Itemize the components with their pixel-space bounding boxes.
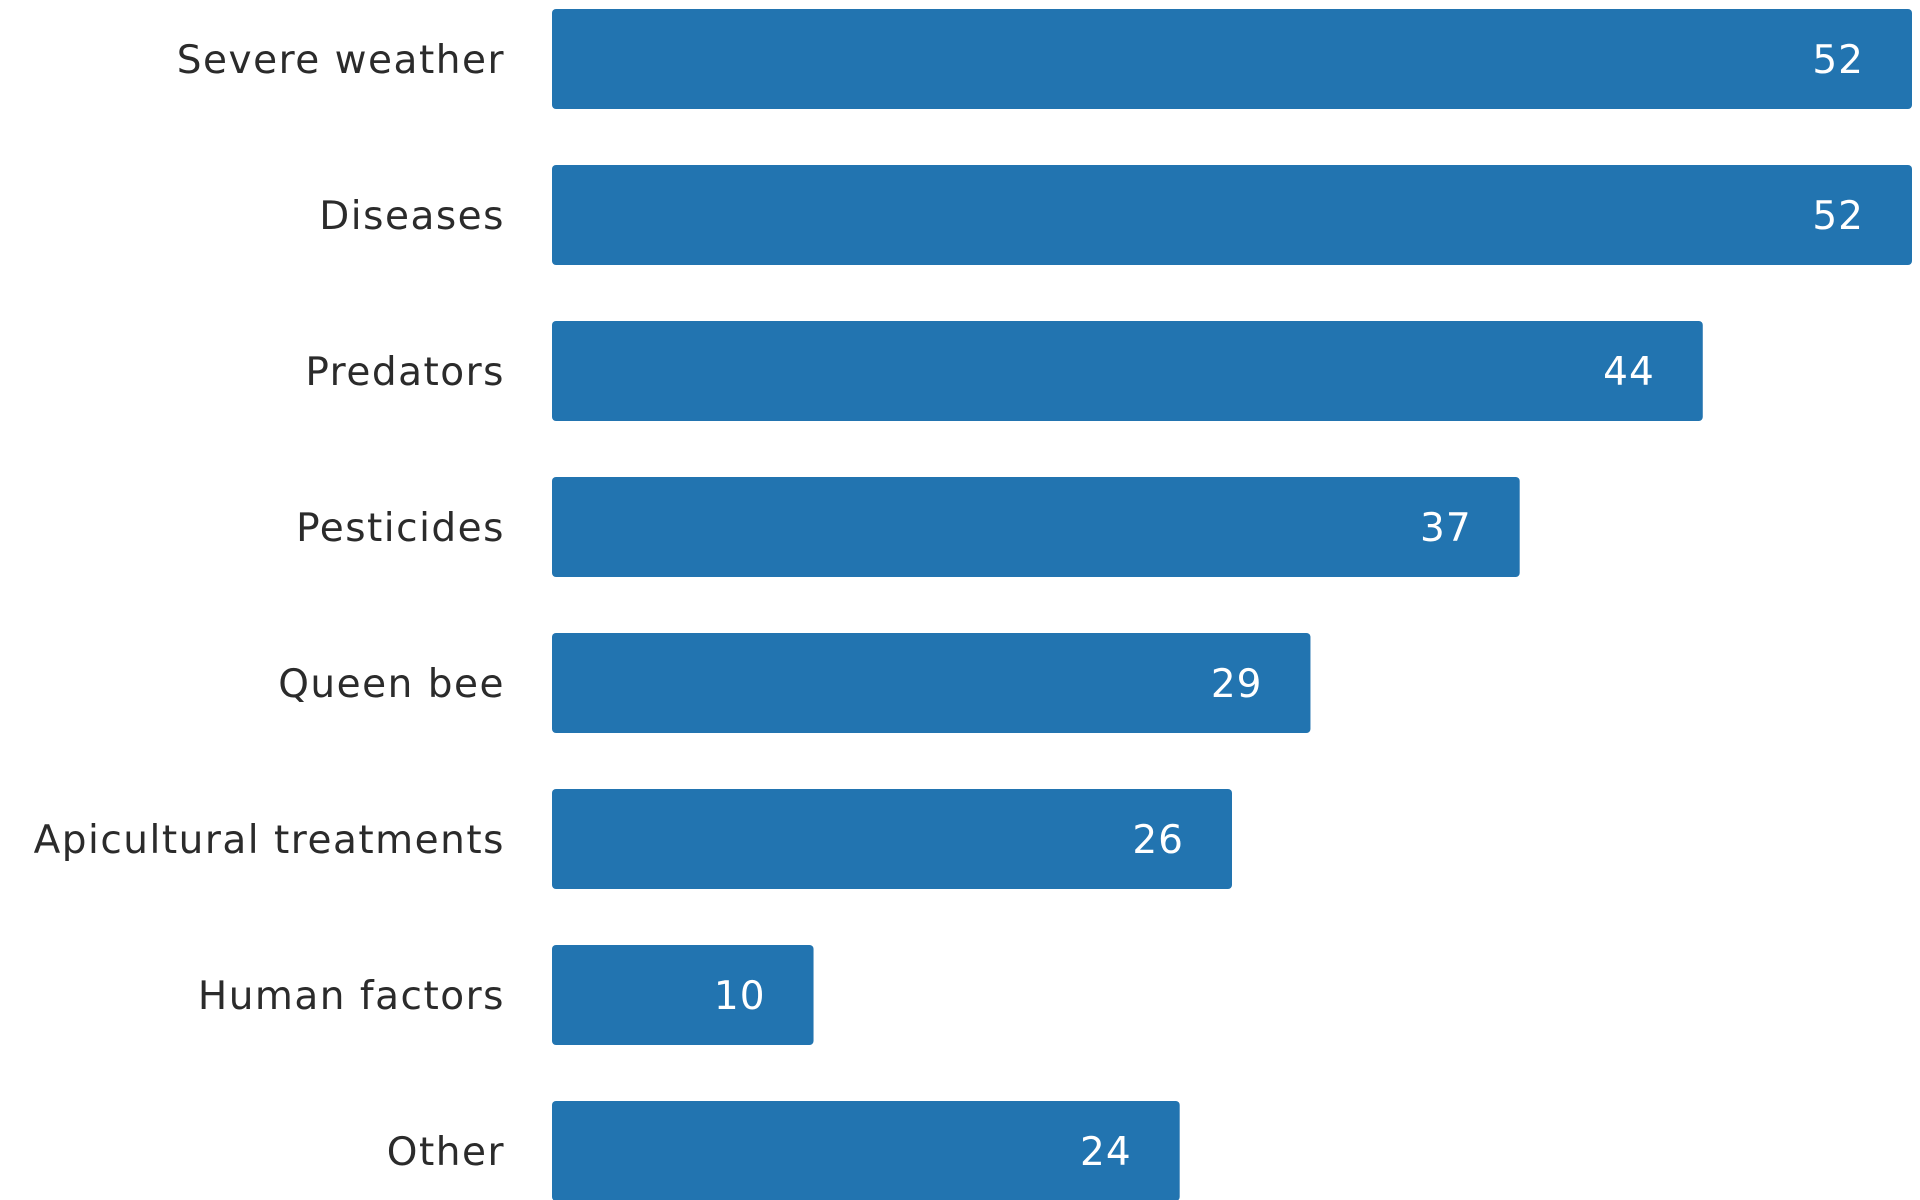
data-label: 52 — [1812, 38, 1864, 83]
category-label: Other — [387, 1130, 505, 1175]
category-label: Pesticides — [296, 506, 505, 551]
bar-predators — [552, 321, 1703, 421]
data-label: 29 — [1211, 662, 1263, 707]
category-label: Diseases — [319, 194, 505, 239]
data-label: 52 — [1812, 194, 1864, 239]
data-label: 44 — [1603, 350, 1655, 395]
bar-apicultural-treatments — [552, 789, 1232, 889]
bar-severe-weather — [552, 9, 1912, 109]
bar-pesticides — [552, 477, 1520, 577]
data-label: 37 — [1420, 506, 1472, 551]
bar-queen-bee — [552, 633, 1311, 733]
data-label: 24 — [1080, 1130, 1132, 1175]
category-label: Severe weather — [177, 38, 505, 83]
category-label: Human factors — [198, 974, 505, 1019]
category-label: Apicultural treatments — [34, 818, 505, 863]
bar-diseases — [552, 165, 1912, 265]
bar-other — [552, 1101, 1180, 1200]
data-label: 10 — [714, 974, 766, 1019]
category-label: Predators — [305, 350, 505, 395]
data-label: 26 — [1132, 818, 1184, 863]
bar-human-factors — [552, 945, 814, 1045]
category-label: Queen bee — [278, 662, 505, 707]
